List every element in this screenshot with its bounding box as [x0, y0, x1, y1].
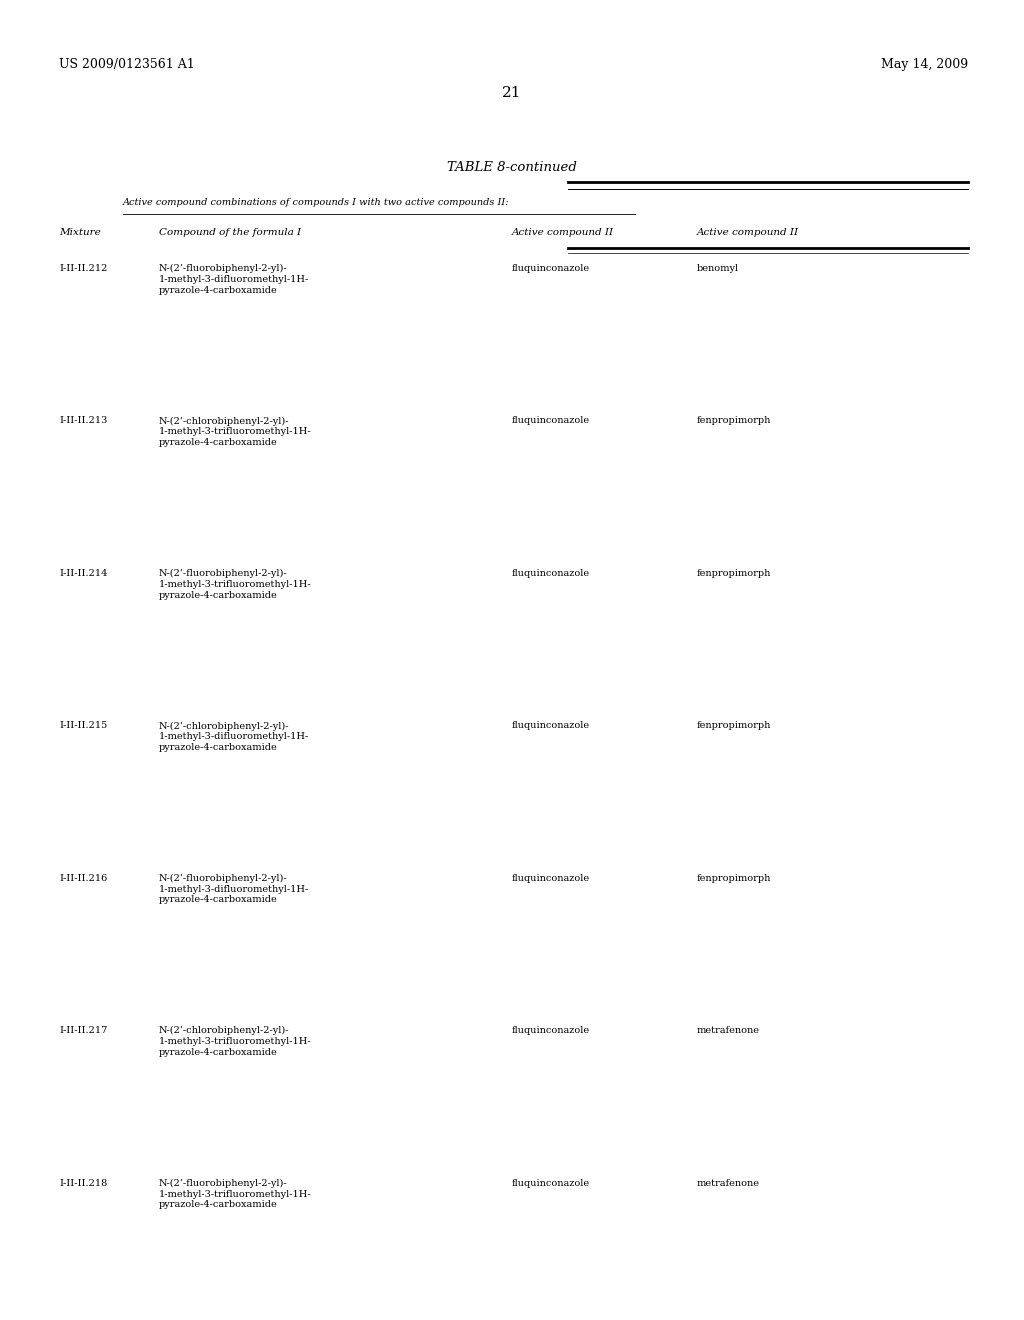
Text: fluquinconazole: fluquinconazole	[512, 264, 590, 273]
Text: fluquinconazole: fluquinconazole	[512, 874, 590, 883]
Text: metrafenone: metrafenone	[696, 1026, 760, 1035]
Text: benomyl: benomyl	[696, 264, 738, 273]
Text: Active compound II: Active compound II	[696, 228, 799, 238]
Text: fluquinconazole: fluquinconazole	[512, 416, 590, 425]
Text: I-II-II.216: I-II-II.216	[59, 874, 108, 883]
Text: Mixture: Mixture	[59, 228, 101, 238]
Text: N-(2’-fluorobiphenyl-2-yl)-
1-methyl-3-trifluoromethyl-1H-
pyrazole-4-carboxamid: N-(2’-fluorobiphenyl-2-yl)- 1-methyl-3-t…	[159, 1179, 311, 1209]
Text: US 2009/0123561 A1: US 2009/0123561 A1	[59, 58, 196, 71]
Text: N-(2’-chlorobiphenyl-2-yl)-
1-methyl-3-trifluoromethyl-1H-
pyrazole-4-carboxamid: N-(2’-chlorobiphenyl-2-yl)- 1-methyl-3-t…	[159, 416, 311, 447]
Text: Active compound II: Active compound II	[512, 228, 614, 238]
Text: I-II-II.218: I-II-II.218	[59, 1179, 108, 1188]
Text: I-II-II.212: I-II-II.212	[59, 264, 108, 273]
Text: fluquinconazole: fluquinconazole	[512, 1026, 590, 1035]
Text: Compound of the formula I: Compound of the formula I	[159, 228, 301, 238]
Text: I-II-II.213: I-II-II.213	[59, 416, 108, 425]
Text: TABLE 8-continued: TABLE 8-continued	[447, 161, 577, 174]
Text: fenpropimorph: fenpropimorph	[696, 874, 771, 883]
Text: metrafenone: metrafenone	[696, 1179, 760, 1188]
Text: fluquinconazole: fluquinconazole	[512, 721, 590, 730]
Text: N-(2’-chlorobiphenyl-2-yl)-
1-methyl-3-difluoromethyl-1H-
pyrazole-4-carboxamide: N-(2’-chlorobiphenyl-2-yl)- 1-methyl-3-d…	[159, 721, 309, 752]
Text: N-(2’-fluorobiphenyl-2-yl)-
1-methyl-3-difluoromethyl-1H-
pyrazole-4-carboxamide: N-(2’-fluorobiphenyl-2-yl)- 1-methyl-3-d…	[159, 264, 309, 294]
Text: N-(2’-fluorobiphenyl-2-yl)-
1-methyl-3-difluoromethyl-1H-
pyrazole-4-carboxamide: N-(2’-fluorobiphenyl-2-yl)- 1-methyl-3-d…	[159, 874, 309, 904]
Text: fluquinconazole: fluquinconazole	[512, 569, 590, 578]
Text: I-II-II.217: I-II-II.217	[59, 1026, 108, 1035]
Text: May 14, 2009: May 14, 2009	[881, 58, 968, 71]
Text: N-(2’-fluorobiphenyl-2-yl)-
1-methyl-3-trifluoromethyl-1H-
pyrazole-4-carboxamid: N-(2’-fluorobiphenyl-2-yl)- 1-methyl-3-t…	[159, 569, 311, 599]
Text: I-II-II.214: I-II-II.214	[59, 569, 108, 578]
Text: 21: 21	[502, 86, 522, 100]
Text: I-II-II.215: I-II-II.215	[59, 721, 108, 730]
Text: N-(2’-chlorobiphenyl-2-yl)-
1-methyl-3-trifluoromethyl-1H-
pyrazole-4-carboxamid: N-(2’-chlorobiphenyl-2-yl)- 1-methyl-3-t…	[159, 1026, 311, 1057]
Text: fenpropimorph: fenpropimorph	[696, 569, 771, 578]
Text: fenpropimorph: fenpropimorph	[696, 721, 771, 730]
Text: fluquinconazole: fluquinconazole	[512, 1179, 590, 1188]
Text: fenpropimorph: fenpropimorph	[696, 416, 771, 425]
Text: Active compound combinations of compounds I with two active compounds II:: Active compound combinations of compound…	[123, 198, 509, 207]
